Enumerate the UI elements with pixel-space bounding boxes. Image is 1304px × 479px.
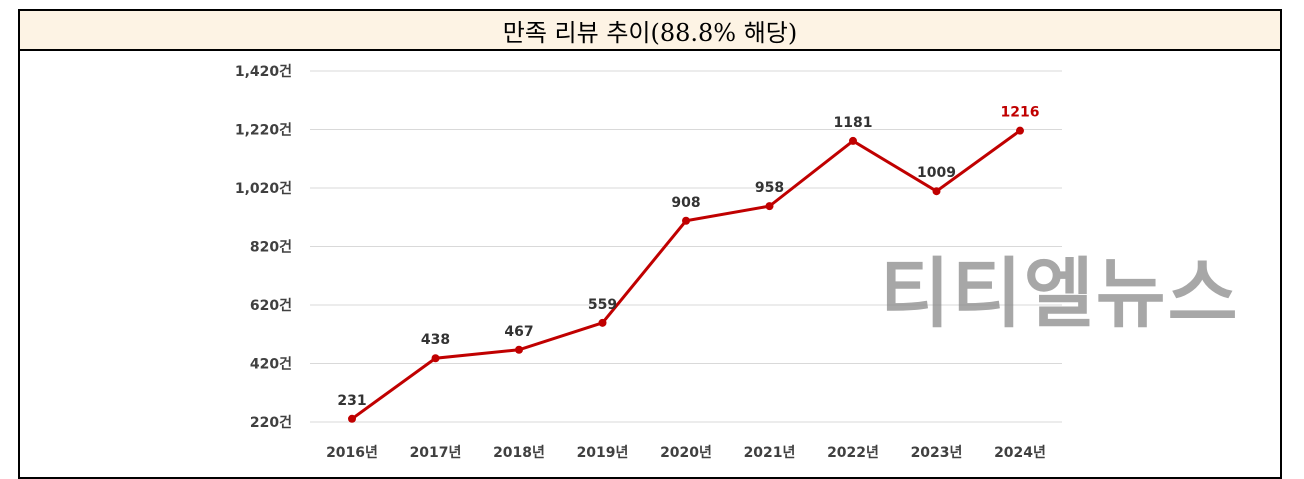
data-label: 958: [755, 180, 784, 196]
data-point: [682, 216, 690, 225]
data-point: [431, 354, 440, 363]
data-label: 467: [504, 324, 533, 340]
data-label: 1009: [917, 165, 956, 181]
x-tick-label: 2024년: [994, 445, 1046, 461]
watermark-logo: 티티엘뉴스: [880, 249, 1240, 338]
x-tick-label: 2021년: [744, 445, 796, 461]
x-tick-label: 2017년: [410, 445, 462, 461]
data-point: [849, 136, 857, 145]
data-point: [765, 202, 774, 211]
data-label: 908: [671, 195, 700, 211]
y-tick-label: 1,020건: [235, 180, 292, 197]
x-tick-label: 2020년: [660, 445, 712, 461]
x-tick-label: 2022년: [827, 445, 879, 461]
x-tick-label: 2016년: [326, 445, 378, 461]
x-tick-label: 2019년: [577, 445, 629, 461]
data-point: [598, 318, 607, 327]
data-point: [932, 187, 941, 196]
y-tick-label: 220건: [250, 414, 292, 431]
x-tick-label: 2018년: [493, 445, 545, 461]
y-tick-label: 420건: [250, 356, 292, 373]
y-tick-label: 620건: [250, 297, 292, 314]
y-tick-label: 1,220건: [235, 122, 292, 139]
data-label: 438: [421, 332, 450, 348]
data-label: 231: [337, 393, 366, 409]
y-tick-label: 1,420건: [235, 63, 292, 80]
y-tick-label: 820건: [250, 239, 292, 256]
chart-title: 만족 리뷰 추이(88.8% 해당): [18, 9, 1282, 51]
data-point: [348, 414, 356, 423]
data-label: 1181: [834, 115, 873, 131]
x-tick-label: 2023년: [911, 445, 963, 461]
data-label: 559: [588, 297, 617, 313]
data-label: 1216: [1001, 105, 1040, 121]
data-point: [515, 345, 523, 354]
data-point: [1016, 126, 1024, 135]
